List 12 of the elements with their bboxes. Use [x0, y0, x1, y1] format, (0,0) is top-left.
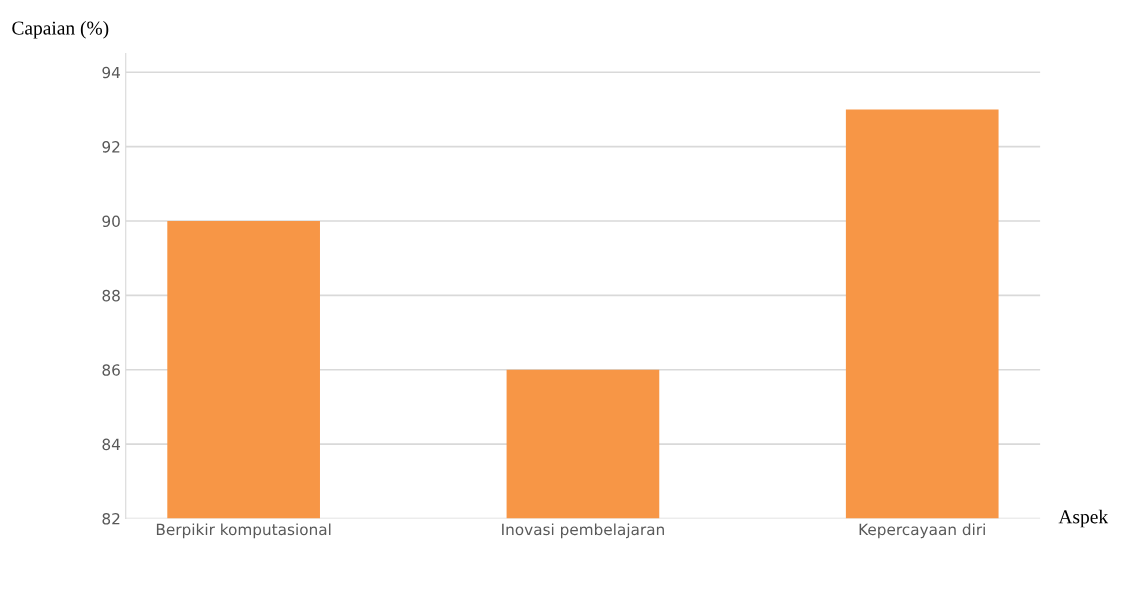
y-tick-label: 82 [102, 512, 120, 525]
y-tick-label: 86 [102, 364, 120, 376]
y-tick-label: 84 [102, 438, 121, 451]
y-axis-title: Capaian (%) [12, 20, 109, 39]
x-tick-label: Inovasi pembelajaran [502, 523, 664, 539]
y-tick-label: 94 [102, 66, 121, 79]
x-axis-title: Aspek [1058, 509, 1109, 528]
y-tick-label: 88 [102, 289, 120, 302]
x-tick-label: Kepercayaan diri [859, 523, 985, 539]
y-tick-label: 92 [102, 141, 120, 153]
x-tick-label: Berpikir komputasional [156, 523, 331, 539]
y-tick-label: 90 [102, 215, 120, 228]
